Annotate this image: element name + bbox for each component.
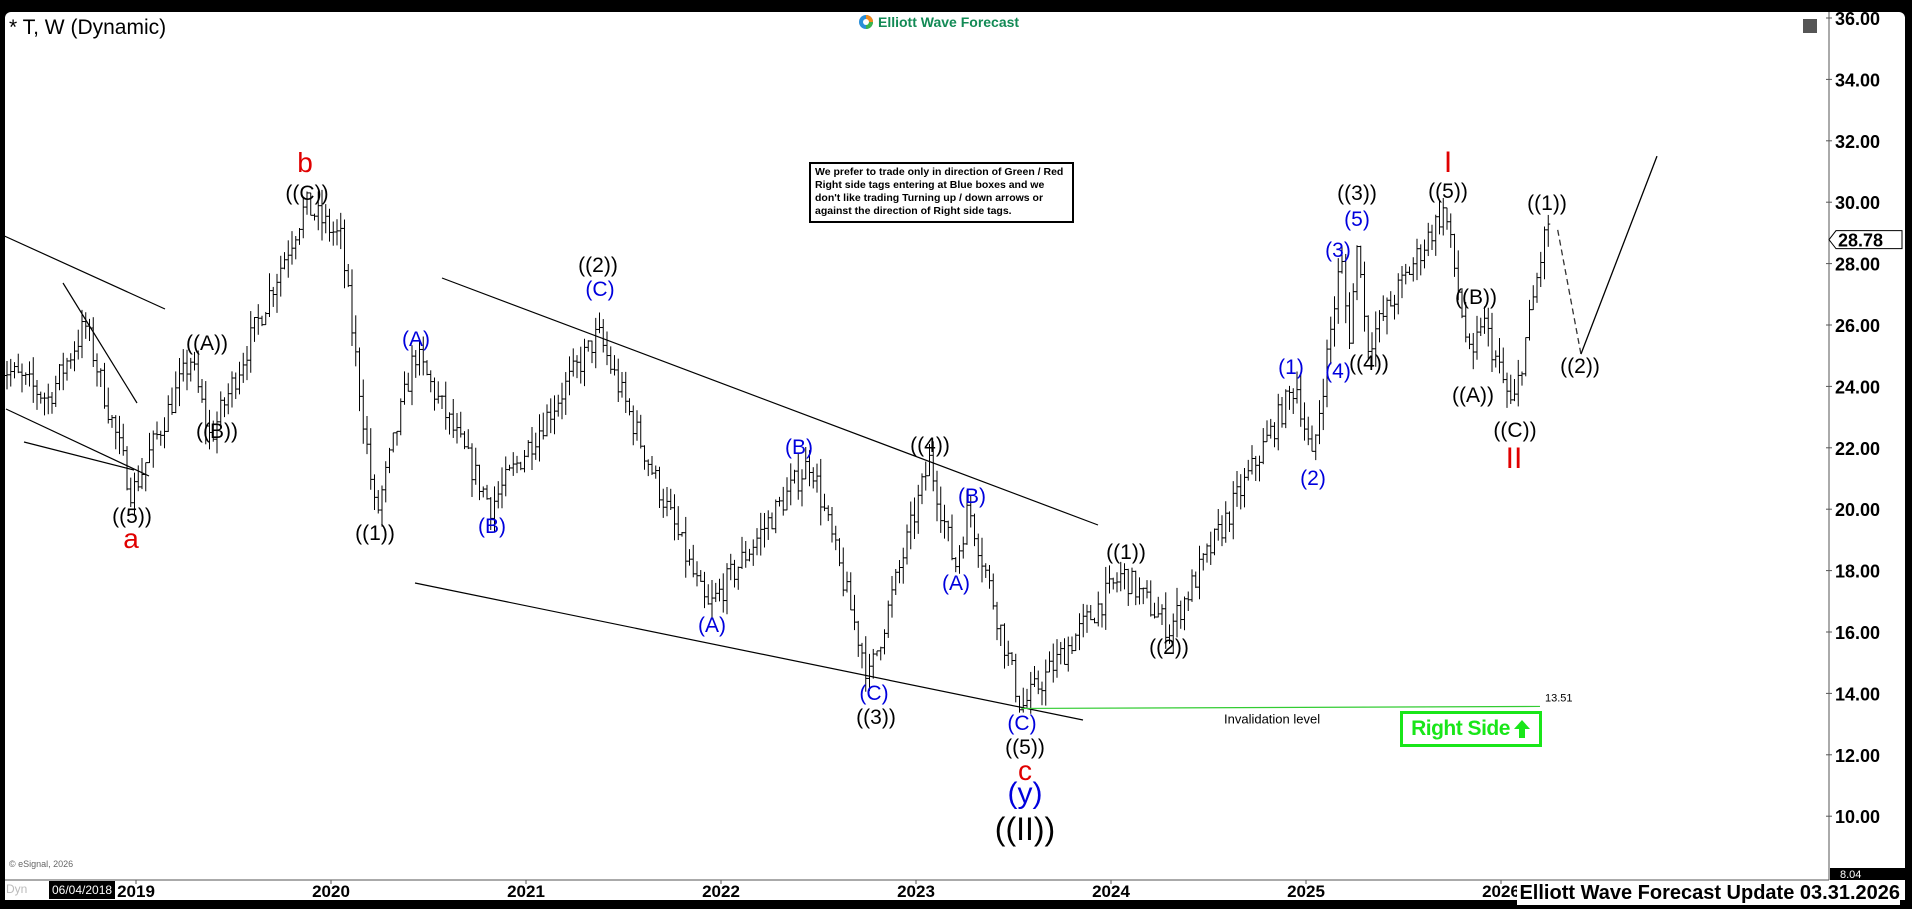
trendline xyxy=(5,408,150,477)
price-tick-label: 20.00 xyxy=(1835,500,1880,520)
time-tick-label: 2025 xyxy=(1287,882,1325,901)
trendline xyxy=(441,277,1099,526)
wave-label: ((2)) xyxy=(1149,636,1189,659)
wave-label: (y) xyxy=(1008,777,1043,810)
wave-label: ((4)) xyxy=(1349,352,1389,375)
logo-icon xyxy=(859,15,873,29)
last-price-marker xyxy=(1828,230,1903,250)
logo-text: Elliott Wave Forecast xyxy=(878,14,1020,30)
wave-label: (2) xyxy=(1300,467,1326,490)
wave-label: (C) xyxy=(1007,712,1036,735)
time-tick-label: 2023 xyxy=(897,882,935,901)
wave-label: ((A)) xyxy=(1452,384,1494,407)
last-price-label: 28.78 xyxy=(1838,231,1883,251)
price-tick-label: 24.00 xyxy=(1835,377,1880,397)
price-tick-label: 12.00 xyxy=(1835,746,1880,766)
wave-label: ((B)) xyxy=(1455,286,1497,309)
wave-label: ((3)) xyxy=(856,706,896,729)
wave-label: ((5)) xyxy=(1005,736,1045,759)
wave-label: (1) xyxy=(1278,356,1304,379)
wave-label: (A) xyxy=(698,614,726,637)
price-tick-label: 10.00 xyxy=(1835,807,1880,827)
price-tick-label: 26.00 xyxy=(1835,316,1880,336)
time-tick-label: 2019 xyxy=(117,882,155,901)
wave-label: ((5)) xyxy=(1428,180,1468,203)
wave-label: (B) xyxy=(785,436,813,459)
wave-label: (4) xyxy=(1325,360,1351,383)
copyright: © eSignal, 2026 xyxy=(9,859,74,869)
wave-label: (5) xyxy=(1344,208,1370,231)
price-tick-label: 16.00 xyxy=(1835,623,1880,643)
chart-window xyxy=(5,12,1905,900)
wave-label: ((A)) xyxy=(186,332,228,355)
wave-label: ((5)) xyxy=(112,505,152,528)
wave-label: ((C)) xyxy=(285,182,328,205)
projection-line xyxy=(1580,155,1658,355)
wave-label: (A) xyxy=(942,572,970,595)
price-tick-label: 30.00 xyxy=(1835,193,1880,213)
wave-label: (C) xyxy=(585,278,614,301)
invalidation-value: 13.51 xyxy=(1545,692,1573,704)
wave-label: b xyxy=(297,147,313,178)
wave-label: ((II)) xyxy=(995,811,1055,847)
wave-label: c xyxy=(1018,755,1032,786)
price-tick-label: 34.00 xyxy=(1835,70,1880,90)
wave-label: ((2)) xyxy=(578,254,618,277)
invalidation-line xyxy=(1021,705,1541,710)
arrow-up-icon xyxy=(1513,720,1530,738)
wave-label: (C) xyxy=(859,682,888,705)
restore-window-icon[interactable] xyxy=(1803,19,1817,33)
price-tick-label: 28.00 xyxy=(1835,255,1880,275)
update-footer: Elliott Wave Forecast Update 03.31.2026 xyxy=(1517,882,1900,905)
wave-label: ((1)) xyxy=(355,522,395,545)
wave-label: (B) xyxy=(478,515,506,538)
cursor-date: 06/04/2018 xyxy=(49,881,116,899)
wave-label: (3) xyxy=(1325,239,1351,262)
price-tick-label: 18.00 xyxy=(1835,562,1880,582)
right-side-tag: Right Side xyxy=(1400,711,1542,747)
time-tick-label: 2021 xyxy=(507,882,545,901)
time-tick-label: 2020 xyxy=(312,882,350,901)
projection-dashed-line xyxy=(1557,229,1582,355)
wave-label: ((B)) xyxy=(196,420,238,443)
price-tick-label: 14.00 xyxy=(1835,684,1880,704)
trendline xyxy=(0,233,166,310)
wave-label: a xyxy=(123,523,139,554)
price-tick-label: 36.00 xyxy=(1835,9,1880,29)
time-tick-label: 2024 xyxy=(1092,882,1130,901)
wave-label: ((3)) xyxy=(1337,182,1377,205)
price-tick-label: 22.00 xyxy=(1835,439,1880,459)
price-tick-label: 32.00 xyxy=(1835,132,1880,152)
wave-label: I xyxy=(1444,146,1452,179)
trendline xyxy=(414,582,1084,721)
dyn-label: Dyn xyxy=(6,882,28,896)
axis-min-box xyxy=(1830,868,1905,880)
wave-label: ((1)) xyxy=(1106,541,1146,564)
trendline xyxy=(23,441,135,471)
right-side-label: Right Side xyxy=(1411,717,1510,740)
wave-label: (B) xyxy=(958,485,986,508)
trading-note: We prefer to trade only in direction of … xyxy=(809,162,1074,223)
wave-label: ((C)) xyxy=(1493,419,1536,442)
time-tick-label: 2022 xyxy=(702,882,740,901)
wave-label: ((4)) xyxy=(910,434,950,457)
wave-label: II xyxy=(1506,442,1523,475)
invalidation-label: Invalidation level xyxy=(1224,711,1320,726)
wave-label: ((2)) xyxy=(1560,355,1600,378)
logo: Elliott Wave Forecast xyxy=(858,14,1019,30)
trendline xyxy=(62,282,138,404)
time-tick-label: 2026 xyxy=(1482,882,1520,901)
wave-label: (A) xyxy=(402,328,430,351)
axis-min-label: 8.04 xyxy=(1840,869,1861,881)
wave-label: ((1)) xyxy=(1527,192,1567,215)
chart-title: * T, W (Dynamic) xyxy=(9,16,167,39)
